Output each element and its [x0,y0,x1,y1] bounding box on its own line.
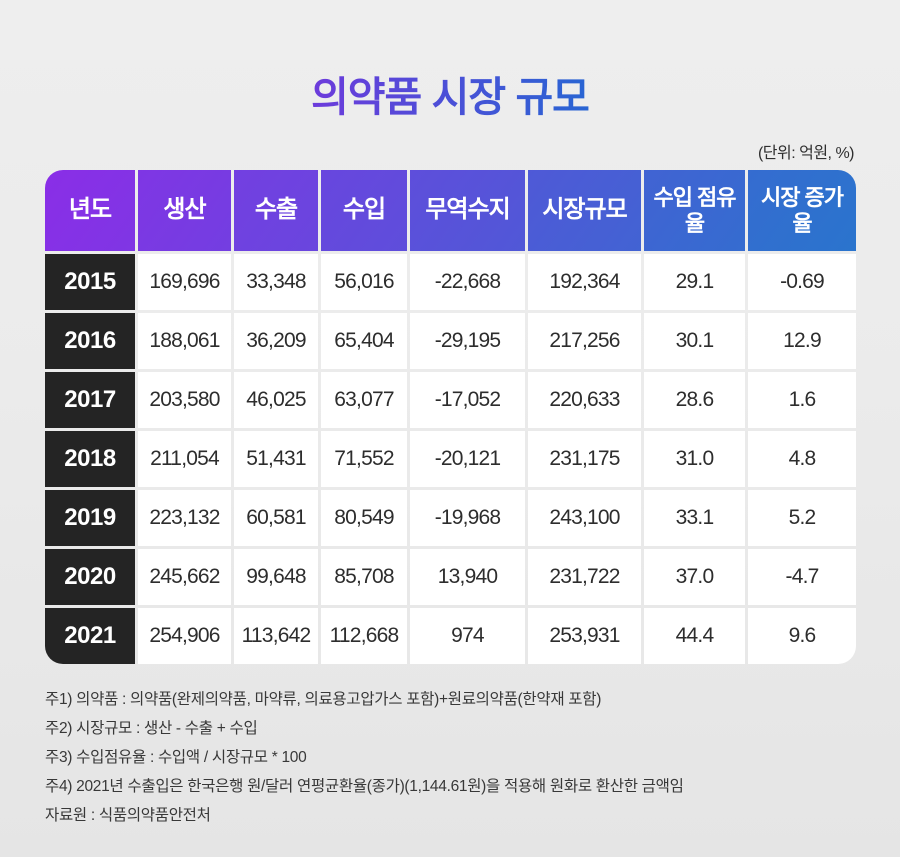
year-cell: 2018 [45,431,135,487]
value-cell: -22,668 [410,254,525,310]
page-title: 의약품 시장 규모 [0,63,900,123]
value-cell: 231,175 [528,431,641,487]
footnote-line: 주1) 의약품 : 의약품(완제의약품, 마약류, 의료용고압가스 포함)+원료… [45,691,602,708]
value-cell: 13,940 [410,549,525,605]
value-cell: 46,025 [234,372,318,428]
value-cell: 5.2 [748,490,856,546]
footnotes: 주1) 의약품 : 의약품(완제의약품, 마약류, 의료용고압가스 포함)+원료… [45,685,856,830]
value-cell: 71,552 [321,431,407,487]
value-cell: 63,077 [321,372,407,428]
table-body: 2015 169,696 33,348 56,016 -22,668 192,364 29.… [45,254,856,664]
column-header: 생산 [138,170,231,251]
year-cell: 2017 [45,372,135,428]
value-cell: 112,668 [321,608,407,664]
year-cell: 2019 [45,490,135,546]
column-header: 수출 [234,170,318,251]
value-cell: 188,061 [138,313,231,369]
table-section: (단위: 억원, %) 년도 생산 수출 수입 무역수지 시장규모 수입 점유율 시장 증가율… [45,139,856,830]
value-cell: 9.6 [748,608,856,664]
table-row: 2015 169,696 33,348 56,016 -22,668 192,364 29.… [45,254,856,310]
column-header: 시장규모 [528,170,641,251]
table-row: 2019 223,132 60,581 80,549 -19,968 243,100 33.… [45,490,856,546]
value-cell: -29,195 [410,313,525,369]
table-row: 2021 254,906 113,642 112,668 974 253,931 44.4 9… [45,608,856,664]
value-cell: 243,100 [528,490,641,546]
footnote-line: 자료원 : 식품의약품안전처 [45,807,211,824]
value-cell: 223,132 [138,490,231,546]
value-cell: 245,662 [138,549,231,605]
value-cell: 254,906 [138,608,231,664]
value-cell: 217,256 [528,313,641,369]
value-cell: 12.9 [748,313,856,369]
column-header: 수입 점유율 [644,170,745,251]
value-cell: 220,633 [528,372,641,428]
value-cell: 85,708 [321,549,407,605]
value-cell: 51,431 [234,431,318,487]
table-row: 2018 211,054 51,431 71,552 -20,121 231,175 31.… [45,431,856,487]
value-cell: 169,696 [138,254,231,310]
value-cell: 113,642 [234,608,318,664]
footnote-line: 주3) 수입점유율 : 수입액 / 시장규모 * 100 [45,749,307,766]
value-cell: 29.1 [644,254,745,310]
value-cell: 36,209 [234,313,318,369]
value-cell: 4.8 [748,431,856,487]
year-cell: 2020 [45,549,135,605]
value-cell: 37.0 [644,549,745,605]
value-cell: 31.0 [644,431,745,487]
value-cell: 253,931 [528,608,641,664]
value-cell: 60,581 [234,490,318,546]
value-cell: 99,648 [234,549,318,605]
value-cell: 56,016 [321,254,407,310]
value-cell: 65,404 [321,313,407,369]
value-cell: 1.6 [748,372,856,428]
table-row: 2016 188,061 36,209 65,404 -29,195 217,256 30.… [45,313,856,369]
footnote-line: 주4) 2021년 수출입은 한국은행 원/달러 연평균환율(종가)(1,144… [45,778,684,795]
column-header: 무역수지 [410,170,525,251]
value-cell: -0.69 [748,254,856,310]
year-cell: 2015 [45,254,135,310]
value-cell: 80,549 [321,490,407,546]
table-row: 2017 203,580 46,025 63,077 -17,052 220,633 28.… [45,372,856,428]
column-header: 수입 [321,170,407,251]
value-cell: 30.1 [644,313,745,369]
value-cell: -19,968 [410,490,525,546]
column-header: 년도 [45,170,135,251]
value-cell: 33,348 [234,254,318,310]
value-cell: 28.6 [644,372,745,428]
value-cell: 231,722 [528,549,641,605]
value-cell: 203,580 [138,372,231,428]
value-cell: 192,364 [528,254,641,310]
value-cell: -20,121 [410,431,525,487]
column-header: 시장 증가율 [748,170,856,251]
unit-label: (단위: 억원, %) [757,145,855,162]
table-row: 2020 245,662 99,648 85,708 13,940 231,722 37.0… [45,549,856,605]
value-cell: -17,052 [410,372,525,428]
year-cell: 2021 [45,608,135,664]
value-cell: 44.4 [644,608,745,664]
footnote-line: 주2) 시장규모 : 생산 - 수출 + 수입 [45,720,258,737]
value-cell: 974 [410,608,525,664]
value-cell: 211,054 [138,431,231,487]
year-cell: 2016 [45,313,135,369]
value-cell: -4.7 [748,549,856,605]
value-cell: 33.1 [644,490,745,546]
table-header-row: 년도 생산 수출 수입 무역수지 시장규모 수입 점유율 시장 증가율 [45,170,856,251]
